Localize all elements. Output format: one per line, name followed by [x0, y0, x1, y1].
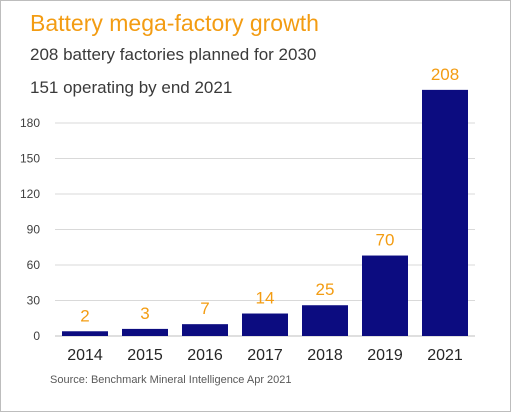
- x-tick-label-2014: 2014: [67, 347, 103, 364]
- bar-2016: [182, 324, 228, 336]
- y-tick-label: 0: [33, 329, 40, 343]
- y-tick-label: 30: [27, 294, 41, 308]
- chart-subtitle-planned: 208 battery factories planned for 2030: [30, 45, 317, 64]
- data-label-2016: 7: [200, 299, 209, 318]
- data-label-2014: 2: [80, 306, 89, 325]
- y-tick-label: 180: [20, 116, 40, 130]
- source-note: Source: Benchmark Mineral Intelligence A…: [50, 374, 292, 386]
- y-tick-label: 150: [20, 152, 40, 166]
- bar-2021: [422, 89, 468, 336]
- chart-title: Battery mega-factory growth: [30, 10, 319, 36]
- data-label-2018: 25: [316, 280, 335, 299]
- data-label-2015: 3: [140, 304, 149, 323]
- bar-2015: [122, 328, 168, 336]
- chart-subtitle-operating: 151 operating by end 2021: [30, 78, 233, 97]
- y-tick-label: 60: [27, 258, 41, 272]
- data-label-2019: 70: [376, 231, 395, 250]
- x-tick-label-2015: 2015: [127, 347, 163, 364]
- bar-2019: [362, 255, 408, 336]
- x-tick-label-2016: 2016: [187, 347, 223, 364]
- y-tick-label: 120: [20, 187, 40, 201]
- bar-2018: [302, 305, 348, 336]
- y-tick-label: 90: [27, 223, 41, 237]
- bar-2014: [62, 331, 108, 336]
- x-tick-label-2019: 2019: [367, 347, 403, 364]
- x-tick-label-2017: 2017: [247, 347, 283, 364]
- bar-2017: [242, 313, 288, 336]
- data-label-2017: 14: [256, 289, 275, 308]
- data-label-2021: 208: [431, 65, 459, 84]
- x-tick-label-2018: 2018: [307, 347, 343, 364]
- x-tick-label-2021: 2021: [427, 347, 463, 364]
